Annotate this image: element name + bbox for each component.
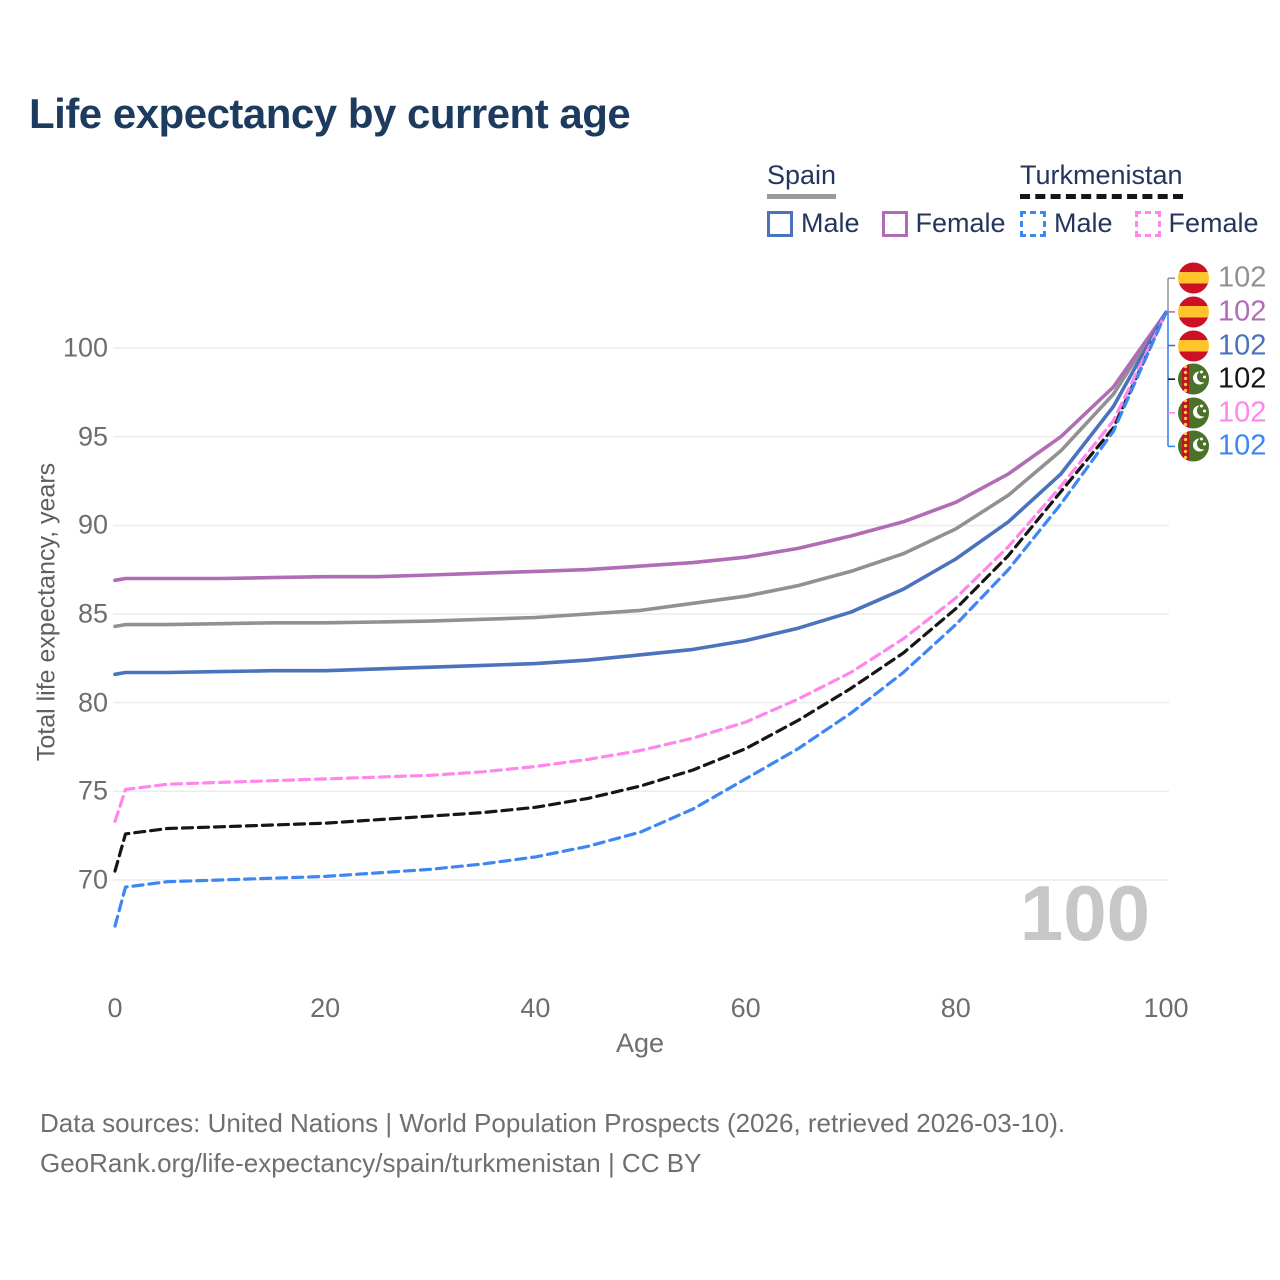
end-label-row-spain-female: 102 [1178,295,1267,328]
end-label-value: 102 [1218,362,1267,395]
star-icon [1203,442,1206,446]
y-tick-label-95: 95 [77,421,108,452]
legend-swatch-icon [767,210,793,237]
legend-item-label: Male [1054,208,1113,238]
star-icon [1203,375,1206,379]
star-icon [1200,404,1203,408]
y-tick-label-100: 100 [62,332,108,363]
legend-items: Male Female [767,208,1006,239]
star-icon [1203,409,1206,413]
y-tick-label-90: 90 [77,509,108,540]
legend-swatch-icon [881,210,908,237]
y-tick-label-85: 85 [77,598,108,629]
y-axis-title: Total life expectancy, years [32,462,61,762]
end-label-row-turkmenistan: 102 [1178,362,1267,395]
flag-stripe [1182,397,1189,429]
legend-items: Male Female [1020,208,1259,239]
x-tick-label-60: 60 [730,993,761,1023]
series-line-turkmenistan-female [113,310,1168,823]
x-tick-label-40: 40 [520,993,551,1023]
end-label-row-spain-male: 102 [1178,329,1267,362]
legend-country-spain[interactable]: Spain [767,160,837,199]
series-line-turkmenistan [113,310,1168,873]
end-label-value: 102 [1218,429,1267,462]
series-line-turkmenistan-male [113,310,1168,928]
legend-group-spain: Spain Male Female [767,160,1006,239]
legend-item-turkmenistan-female[interactable]: Female [1134,208,1259,239]
legend-item-label: Female [915,208,1006,238]
legend-item-label: Female [1168,208,1259,238]
end-label-value: 102 [1218,329,1267,362]
x-tick-label-0: 0 [107,993,123,1023]
x-tick-label-80: 80 [940,993,971,1023]
y-tick-label-80: 80 [77,687,108,718]
spain-flag-icon [1178,330,1209,362]
legend-item-spain-female[interactable]: Female [881,208,1006,239]
star-icon [1200,370,1203,374]
end-label-value: 102 [1218,295,1267,328]
flag-stripe [1182,363,1189,395]
end-label-row-turkmenistan-female: 102 [1178,396,1267,429]
footer-attribution: GeoRank.org/life-expectancy/spain/turkme… [40,1148,702,1178]
legend-item-spain-male[interactable]: Male [767,208,860,239]
page-title: Life expectancy by current age [29,90,631,137]
x-tick-label-20: 20 [310,993,341,1023]
y-tick-label-70: 70 [77,864,108,895]
series-line-spain [113,310,1168,629]
turkmenistan-flag-icon [1178,397,1209,429]
spain-flag-icon [1178,262,1209,294]
end-label-row-spain: 102 [1178,261,1267,294]
series-line-spain-male [113,310,1168,677]
legend-group-turkmenistan: Turkmenistan Male Female [1020,160,1259,239]
end-label-value: 102 [1218,396,1267,429]
legend-swatch-icon [1134,210,1161,237]
legend-item-turkmenistan-male[interactable]: Male [1020,208,1113,239]
footer-data-sources: Data sources: United Nations | World Pop… [40,1108,1066,1138]
end-label-value: 102 [1218,261,1267,294]
star-icon [1200,437,1203,441]
flag-stripe [1182,430,1189,462]
turkmenistan-flag-icon [1178,430,1209,462]
spain-flag-icon [1178,296,1209,328]
legend-swatch-icon [1020,210,1046,237]
turkmenistan-flag-icon [1178,363,1209,395]
legend-country-turkmenistan[interactable]: Turkmenistan [1020,160,1183,199]
hover-age-indicator: 100 [1019,869,1150,957]
legend-item-label: Male [801,208,860,238]
y-tick-label-75: 75 [77,775,108,806]
end-label-row-turkmenistan-male: 102 [1178,429,1267,462]
x-tick-label-100: 100 [1143,993,1189,1023]
series-line-spain-female [113,310,1168,583]
x-axis-title: Age [615,1028,665,1058]
